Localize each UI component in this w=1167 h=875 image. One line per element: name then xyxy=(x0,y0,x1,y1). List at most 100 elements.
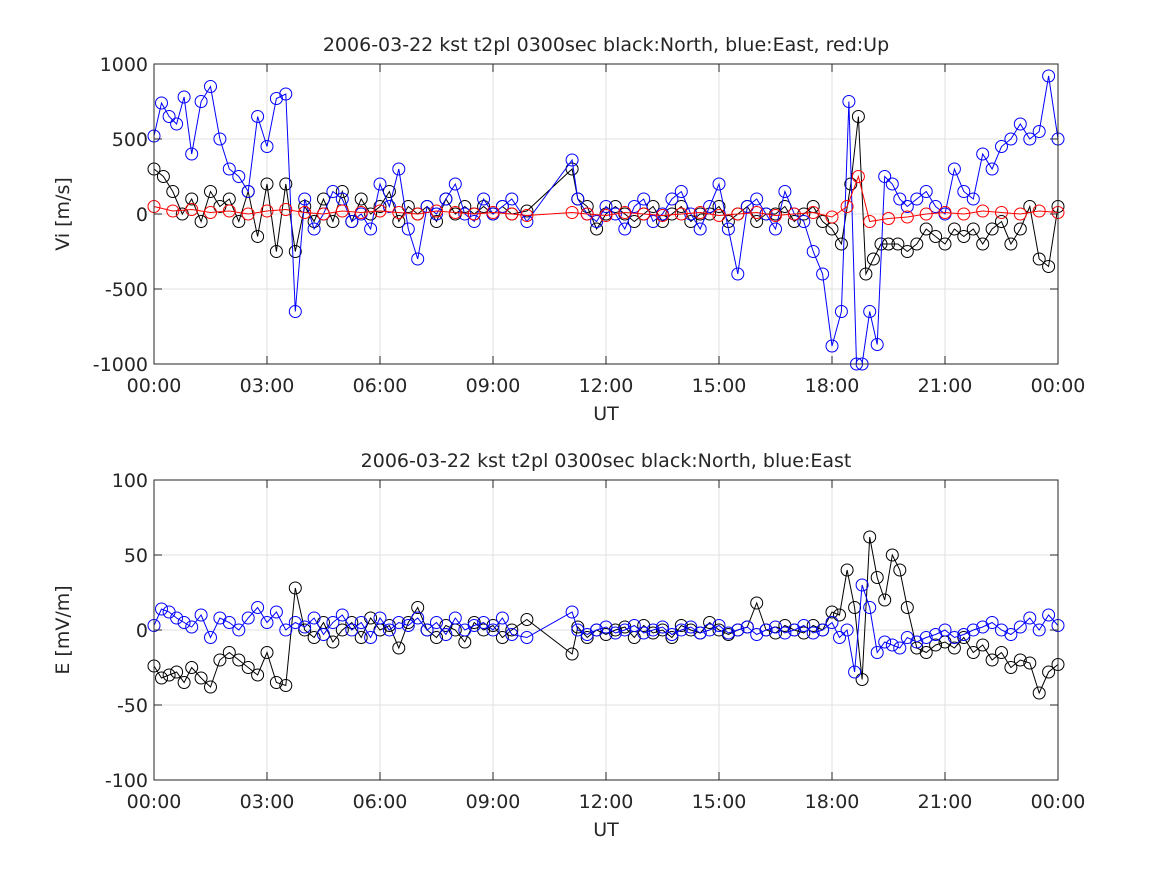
top-data-point xyxy=(269,245,283,258)
bottom-data-point xyxy=(411,601,425,614)
top-data-point xyxy=(740,200,754,213)
top-data-point xyxy=(354,192,368,206)
bottom-x-tick-label: 21:00 xyxy=(918,791,973,813)
top-data-point xyxy=(185,203,199,216)
bottom-data-point xyxy=(430,631,443,644)
top-data-point xyxy=(392,215,406,228)
top-data-point xyxy=(995,206,1008,219)
top-data-point xyxy=(213,132,227,146)
top-data-point xyxy=(627,200,641,213)
bottom-panel-x-axis-label: UT xyxy=(593,819,619,841)
top-panel-y-ticks: -1000 -500 0 500 1000 xyxy=(93,54,1058,376)
top-data-point xyxy=(166,204,180,218)
bottom-data-point xyxy=(797,626,811,640)
top-data-point xyxy=(260,140,274,153)
top-data-point xyxy=(863,215,877,228)
bottom-data-point xyxy=(919,631,933,644)
top-y-tick-label: 500 xyxy=(112,129,148,151)
top-y-tick-label: -1000 xyxy=(93,354,148,376)
top-data-point xyxy=(976,237,990,251)
bottom-data-point xyxy=(185,620,199,634)
top-data-point xyxy=(693,206,707,219)
top-data-point xyxy=(1042,69,1056,83)
bottom-data-point xyxy=(565,605,579,619)
bottom-data-point xyxy=(204,631,217,644)
bottom-data-point xyxy=(919,646,933,659)
top-data-point xyxy=(1013,117,1027,131)
bottom-data-point xyxy=(947,631,961,644)
top-y-tick-label: -500 xyxy=(105,279,148,301)
top-data-point xyxy=(893,192,907,206)
bottom-data-point xyxy=(966,623,980,637)
top-data-point xyxy=(900,245,914,258)
bottom-data-point xyxy=(177,676,191,689)
bottom-data-point xyxy=(627,619,641,632)
top-data-point xyxy=(204,80,217,93)
top-data-point xyxy=(731,267,745,281)
bottom-data-point xyxy=(241,661,255,674)
bottom-y-tick-label: -50 xyxy=(117,695,148,717)
top-data-point xyxy=(769,209,782,222)
top-data-point xyxy=(806,206,820,219)
bottom-panel-series xyxy=(147,530,1065,700)
top-data-point xyxy=(477,192,491,206)
top-data-point xyxy=(851,170,865,183)
top-data-point xyxy=(684,215,698,228)
top-data-point xyxy=(194,95,208,108)
bottom-data-point xyxy=(957,631,971,644)
bottom-data-point xyxy=(269,676,283,689)
top-data-point xyxy=(520,204,534,218)
top-data-point xyxy=(326,185,340,198)
top-data-point xyxy=(882,212,895,225)
bottom-data-point xyxy=(185,661,199,674)
top-data-point xyxy=(778,185,792,198)
top-data-point xyxy=(288,245,302,258)
top-data-point xyxy=(947,222,961,236)
top-data-point xyxy=(430,215,443,228)
top-data-point xyxy=(769,222,782,236)
top-data-point xyxy=(156,170,170,183)
top-data-point xyxy=(599,200,613,213)
top-data-point xyxy=(580,200,594,213)
bottom-data-point xyxy=(565,647,579,661)
bottom-data-point xyxy=(1023,656,1037,670)
top-data-point xyxy=(712,177,726,191)
top-data-point xyxy=(693,222,707,236)
top-data-point xyxy=(185,147,199,161)
bottom-data-point xyxy=(335,608,349,622)
top-x-tick-label: 12:00 xyxy=(579,375,634,397)
top-data-point xyxy=(870,338,884,351)
bottom-data-point xyxy=(477,616,491,629)
bottom-data-point xyxy=(750,596,764,610)
top-data-point xyxy=(966,192,980,206)
top-data-point xyxy=(335,185,349,198)
bottom-data-point xyxy=(170,611,184,625)
top-data-point xyxy=(251,230,265,243)
top-data-point xyxy=(995,215,1008,228)
top-data-point xyxy=(222,204,236,218)
bottom-data-point xyxy=(298,620,312,634)
top-data-point xyxy=(448,177,462,191)
top-data-point xyxy=(298,206,312,219)
top-data-point xyxy=(326,215,340,228)
bottom-data-point xyxy=(1013,653,1027,667)
top-data-point xyxy=(712,200,726,213)
top-data-point xyxy=(373,177,387,191)
bottom-data-point xyxy=(317,628,330,641)
bottom-data-point xyxy=(298,623,312,637)
top-data-point xyxy=(957,230,971,243)
bottom-data-point xyxy=(354,631,368,644)
top-data-point xyxy=(590,215,604,228)
bottom-x-tick-label: 03:00 xyxy=(240,791,295,813)
bottom-data-point xyxy=(870,646,884,659)
top-data-point xyxy=(260,177,274,191)
top-data-point xyxy=(703,207,717,221)
top-data-point xyxy=(204,206,217,219)
bottom-series-line xyxy=(153,536,1059,695)
bottom-data-point xyxy=(260,646,274,659)
top-data-point xyxy=(467,215,481,228)
bottom-data-point xyxy=(288,581,302,595)
top-data-point xyxy=(241,207,255,221)
top-data-point xyxy=(919,207,933,221)
bottom-x-tick-label: 12:00 xyxy=(579,791,634,813)
